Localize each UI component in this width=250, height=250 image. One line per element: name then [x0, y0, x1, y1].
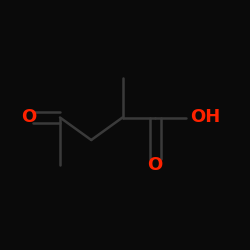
- Text: O: O: [148, 156, 162, 174]
- Text: O: O: [21, 108, 36, 126]
- Text: OH: OH: [190, 108, 220, 126]
